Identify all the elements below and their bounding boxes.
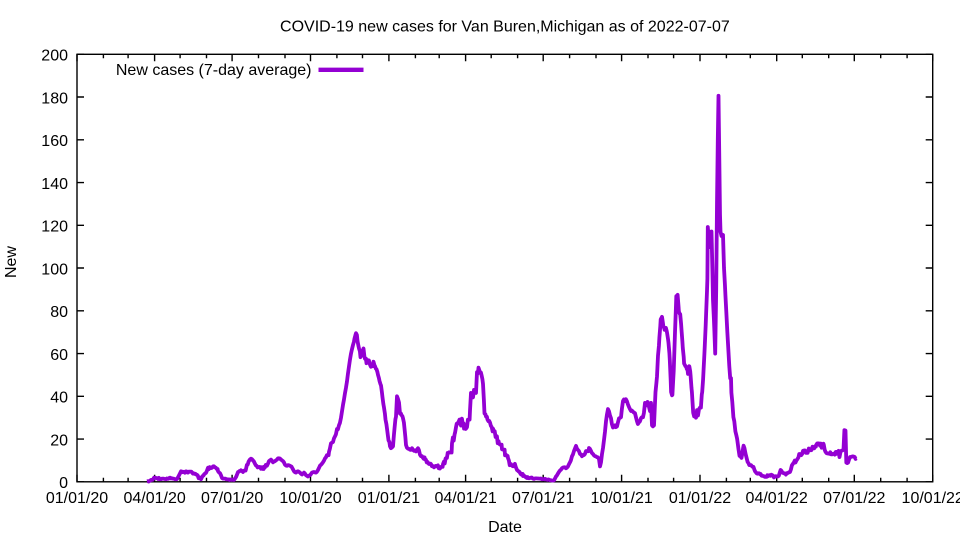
svg-text:10/01/21: 10/01/21	[590, 490, 652, 507]
svg-text:01/01/21: 01/01/21	[358, 490, 420, 507]
svg-text:40: 40	[50, 390, 68, 407]
svg-text:Date: Date	[488, 519, 522, 536]
svg-text:04/01/21: 04/01/21	[434, 490, 496, 507]
svg-text:New: New	[3, 246, 20, 278]
svg-text:04/01/22: 04/01/22	[746, 490, 808, 507]
svg-text:10/01/22: 10/01/22	[902, 490, 960, 507]
svg-text:01/01/20: 01/01/20	[46, 490, 108, 507]
svg-text:New cases (7-day average): New cases (7-day average)	[116, 62, 312, 79]
svg-text:120: 120	[41, 219, 68, 236]
svg-text:60: 60	[50, 347, 68, 364]
svg-text:100: 100	[41, 261, 68, 278]
svg-text:10/01/20: 10/01/20	[279, 490, 341, 507]
svg-text:07/01/22: 07/01/22	[823, 490, 885, 507]
svg-text:04/01/20: 04/01/20	[123, 490, 185, 507]
svg-text:20: 20	[50, 432, 68, 449]
svg-text:160: 160	[41, 133, 68, 150]
svg-text:140: 140	[41, 176, 68, 193]
svg-text:0: 0	[59, 475, 68, 492]
svg-text:01/01/22: 01/01/22	[669, 490, 731, 507]
svg-text:180: 180	[41, 90, 68, 107]
svg-text:80: 80	[50, 304, 68, 321]
svg-text:07/01/20: 07/01/20	[201, 490, 263, 507]
svg-text:COVID-19 new cases for Van Bur: COVID-19 new cases for Van Buren,Michiga…	[280, 19, 730, 36]
svg-text:200: 200	[41, 48, 68, 65]
svg-text:07/01/21: 07/01/21	[512, 490, 574, 507]
